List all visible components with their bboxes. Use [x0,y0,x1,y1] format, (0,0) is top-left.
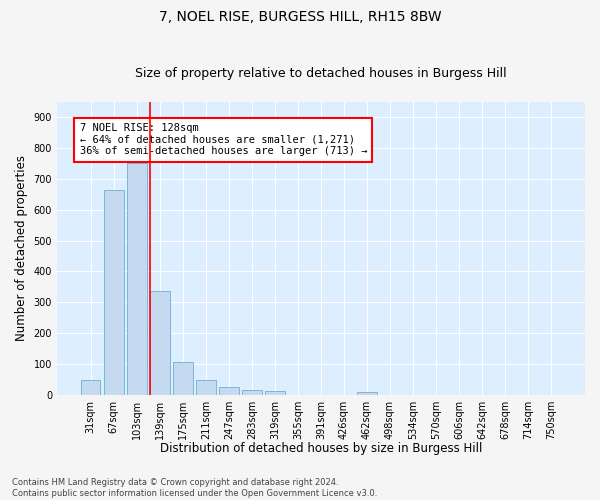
Title: Size of property relative to detached houses in Burgess Hill: Size of property relative to detached ho… [135,66,507,80]
Bar [104,190,124,395]
Bar [357,392,377,395]
Bar [150,292,170,395]
Bar [219,388,239,395]
X-axis label: Distribution of detached houses by size in Burgess Hill: Distribution of detached houses by size … [160,442,482,455]
Y-axis label: Number of detached properties: Number of detached properties [15,155,28,341]
Bar [127,164,146,395]
Bar [81,380,100,395]
Bar [265,391,284,395]
Bar [173,362,193,395]
Text: 7, NOEL RISE, BURGESS HILL, RH15 8BW: 7, NOEL RISE, BURGESS HILL, RH15 8BW [158,10,442,24]
Bar [242,390,262,395]
Text: 7 NOEL RISE: 128sqm
← 64% of detached houses are smaller (1,271)
36% of semi-det: 7 NOEL RISE: 128sqm ← 64% of detached ho… [80,123,367,156]
Bar [196,380,215,395]
Text: Contains HM Land Registry data © Crown copyright and database right 2024.
Contai: Contains HM Land Registry data © Crown c… [12,478,377,498]
